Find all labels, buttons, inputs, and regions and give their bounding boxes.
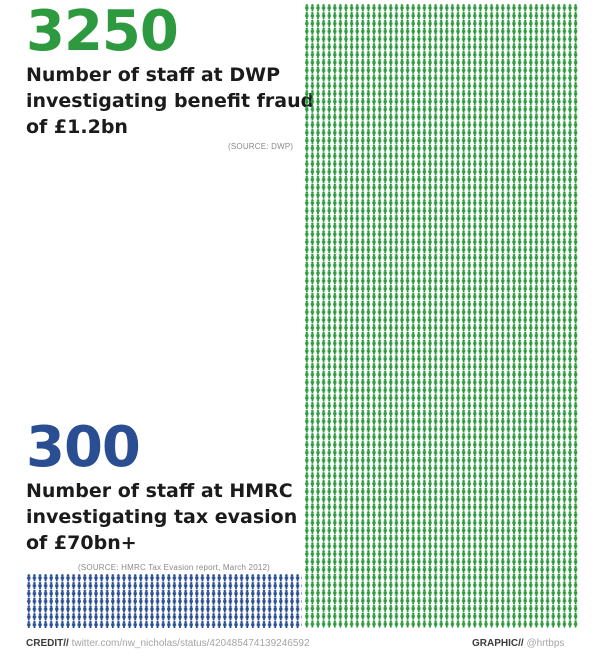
dwp-staff-count: 3250: [26, 0, 179, 64]
dwp-description-line-2: investigating benefit fraud: [26, 90, 315, 112]
credit-line: CREDIT// twitter.com/nw_nicholas/status/…: [26, 638, 310, 649]
graphic-credit-line: GRAPHIC// @hrtbps: [472, 638, 564, 649]
hmrc-description-line-1: Number of staff at HMRC: [26, 480, 293, 502]
hmrc-source: (SOURCE: HMRC Tax Evasion report, March …: [78, 563, 271, 572]
person-icon: [26, 574, 302, 628]
hmrc-description-line-2: investigating tax evasion: [26, 506, 298, 528]
dwp-description-line-1: Number of staff at DWP: [26, 64, 281, 86]
hmrc-stat: 300 Number of staff at HMRC investigatin…: [26, 418, 297, 556]
dwp-source: (SOURCE: DWP): [228, 142, 294, 151]
hmrc-description-line-3: of £70bn+: [26, 532, 137, 554]
graphic-handle[interactable]: @hrtbps: [526, 638, 565, 649]
graphic-label: GRAPHIC//: [472, 638, 524, 649]
person-icon: [304, 4, 578, 628]
dwp-people-grid: [304, 4, 578, 628]
credit-link[interactable]: twitter.com/nw_nicholas/status/420485474…: [71, 638, 310, 649]
credit-label: CREDIT//: [26, 638, 69, 649]
hmrc-staff-count: 300: [26, 415, 141, 480]
dwp-stat: 3250 Number of staff at DWP investigatin…: [26, 2, 314, 140]
hmrc-people-grid: [26, 574, 302, 628]
dwp-description-line-3: of £1.2bn: [26, 116, 128, 138]
